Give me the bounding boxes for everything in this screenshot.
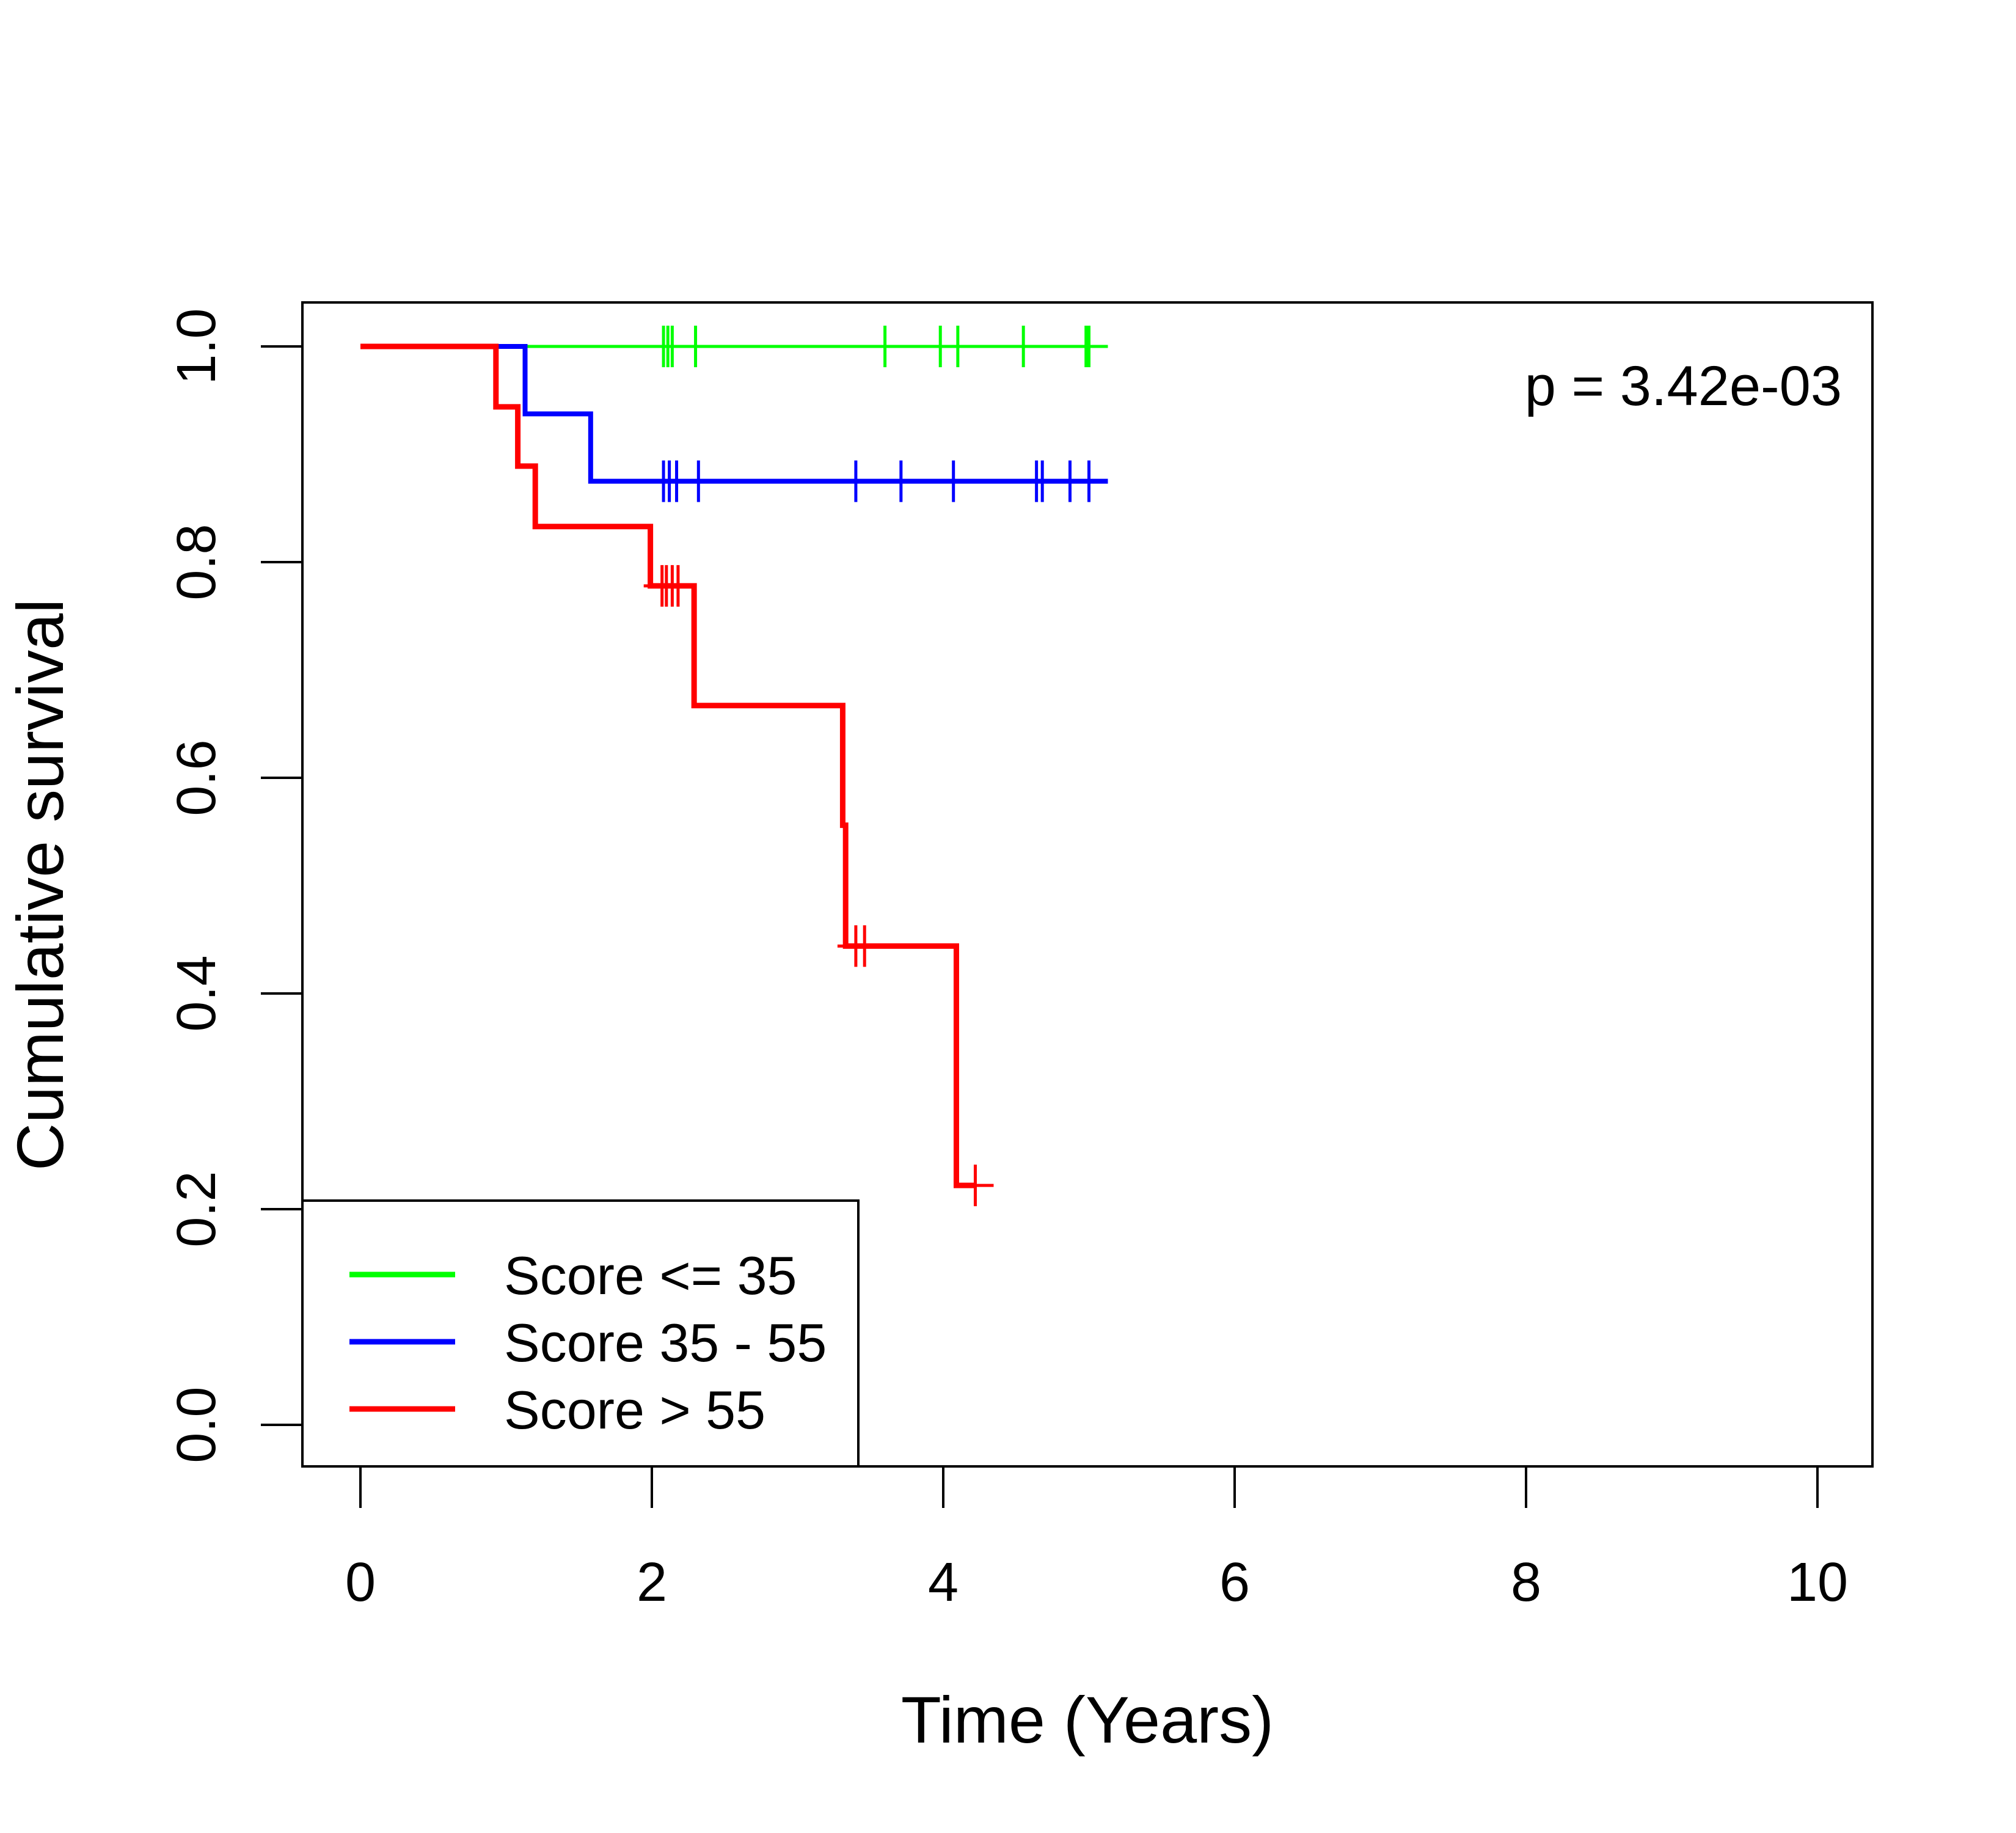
y-tick-label: 0.8 — [166, 524, 227, 600]
x-axis: 0 2 4 6 8 10 — [345, 1465, 1848, 1613]
x-tick-label: 4 — [928, 1552, 959, 1613]
y-axis-label: Cumulative survival — [3, 599, 77, 1171]
legend-box — [301, 1199, 860, 1468]
legend-label: Score 35 - 55 — [504, 1312, 827, 1373]
x-tick-label: 0 — [345, 1552, 376, 1613]
x-tick-label: 2 — [637, 1552, 667, 1613]
y-tick-label: 0.0 — [166, 1386, 227, 1463]
y-tick-label: 0.2 — [166, 1171, 227, 1247]
p-value-annotation: p = 3.42e-03 — [1525, 355, 1842, 417]
survival-curves — [360, 326, 1108, 1207]
x-axis-label: Time (Years) — [901, 1683, 1274, 1757]
y-tick-label: 0.4 — [166, 955, 227, 1031]
y-tick-label: 1.0 — [166, 308, 227, 384]
y-tick-label: 0.6 — [166, 739, 227, 816]
y-axis: 0.0 0.2 0.4 0.6 0.8 1.0 — [166, 308, 304, 1463]
x-tick-label: 10 — [1787, 1552, 1848, 1613]
legend-label: Score > 55 — [504, 1380, 765, 1440]
legend-label: Score <= 35 — [504, 1245, 797, 1306]
x-tick-label: 8 — [1511, 1552, 1541, 1613]
x-tick-label: 6 — [1219, 1552, 1250, 1613]
